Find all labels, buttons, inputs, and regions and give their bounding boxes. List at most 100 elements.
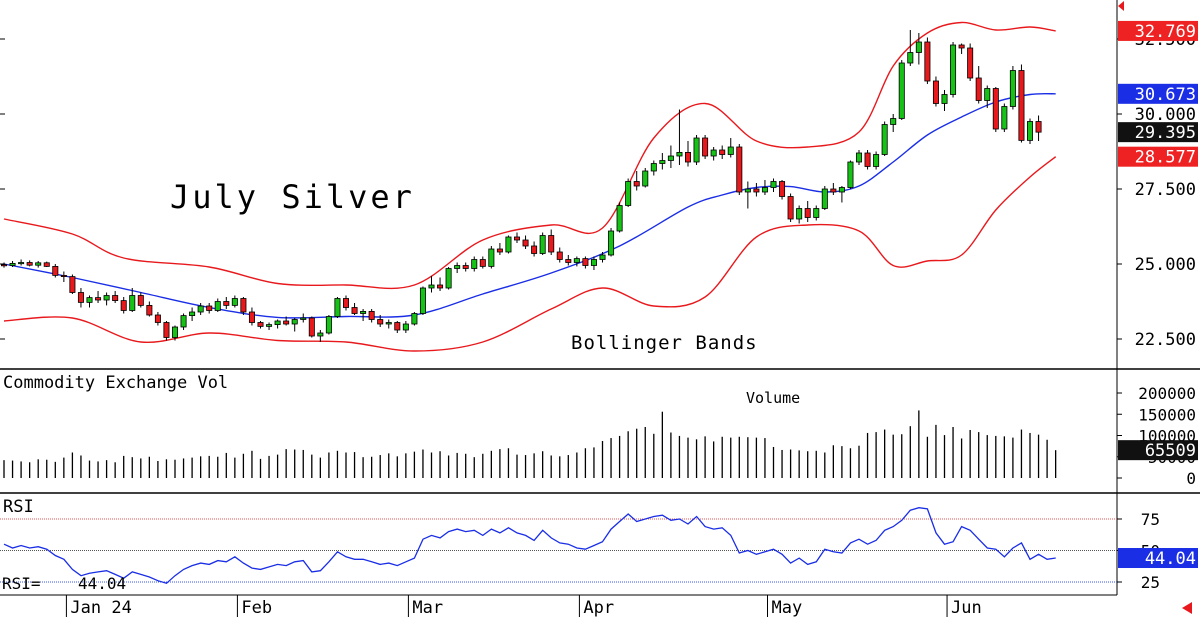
rsi-tick-label: 75: [1141, 510, 1160, 529]
candle: [941, 90, 948, 111]
candle-body: [608, 230, 615, 256]
volume-annotation: Volume: [746, 389, 800, 407]
volume-tick-label: 0: [1186, 469, 1196, 488]
candle: [950, 42, 957, 98]
candle-body: [180, 315, 187, 328]
candle: [43, 261, 50, 267]
candle-body: [248, 311, 255, 323]
price-tick-label: 25.000: [1135, 255, 1196, 275]
candle: [445, 267, 452, 290]
price-marker-label: 29.395: [1135, 123, 1196, 143]
candle-body: [402, 323, 409, 331]
candle-body: [240, 298, 247, 313]
candle: [830, 183, 837, 195]
candle: [864, 150, 871, 170]
candle-body: [496, 248, 503, 253]
candle: [958, 43, 965, 54]
candle: [1027, 118, 1034, 144]
candle-body: [360, 310, 367, 314]
volume-marker: 65509: [1118, 440, 1198, 461]
candle-body: [633, 181, 640, 187]
candle: [189, 307, 196, 321]
candle: [231, 295, 238, 308]
candle: [753, 183, 760, 197]
candle: [69, 274, 76, 294]
candle-body: [890, 118, 897, 125]
rsi-tick-label: 25: [1141, 573, 1160, 592]
candle-body: [736, 146, 743, 193]
candle: [402, 321, 409, 333]
candle: [95, 291, 102, 303]
candle: [967, 43, 974, 81]
candle: [86, 295, 93, 308]
candle-body: [137, 295, 144, 306]
candle: [26, 260, 33, 267]
candle: [847, 160, 854, 189]
candle: [291, 318, 298, 332]
candle-body: [676, 151, 683, 157]
volume-marker-bg: [1118, 440, 1198, 461]
candle-body: [685, 151, 692, 163]
candle: [52, 264, 59, 278]
candle-body: [958, 44, 965, 49]
candle: [770, 178, 777, 192]
candle-body: [154, 314, 161, 323]
price-marker-label: 28.577: [1135, 148, 1196, 168]
candle-body: [864, 152, 871, 167]
candle: [659, 153, 666, 170]
candle: [120, 297, 127, 314]
candle: [642, 168, 649, 188]
candle: [599, 252, 606, 263]
candle-body: [967, 47, 974, 79]
candle: [496, 243, 503, 255]
price-marker-bg: [1118, 83, 1198, 104]
rsi-line: [3, 507, 1056, 585]
candle-body: [479, 259, 486, 267]
candle: [505, 235, 512, 254]
candle-body: [744, 188, 751, 193]
candle: [377, 315, 384, 327]
candle: [266, 322, 273, 330]
candle: [317, 330, 324, 342]
candle-body: [368, 310, 375, 320]
candle: [650, 160, 657, 176]
candle-body: [565, 259, 572, 263]
bollinger-annotation: Bollinger Bands: [571, 332, 758, 354]
price-marker-bg: [1118, 20, 1198, 41]
candle-body: [257, 322, 264, 327]
candle-body: [197, 305, 204, 313]
price-marker-bg: [1118, 146, 1198, 167]
candle-body: [950, 44, 957, 95]
volume-panel-label: Commodity Exchange Vol: [3, 373, 228, 393]
month-label: Jun: [951, 598, 982, 617]
candle-body: [556, 251, 563, 260]
candle: [992, 87, 999, 132]
bollinger-lower-band: [3, 156, 1057, 352]
candle-body: [770, 181, 777, 188]
candle: [898, 60, 905, 120]
rsi-marker: 44.04: [1118, 548, 1198, 569]
candle: [462, 262, 469, 272]
price-marker-label: 30.673: [1135, 85, 1196, 105]
candle-body: [505, 236, 512, 253]
candle-body: [821, 188, 828, 209]
candle-body: [291, 319, 298, 325]
candle-body: [787, 196, 794, 220]
candle-body: [488, 248, 495, 267]
candle: [608, 228, 615, 257]
candle: [890, 114, 897, 132]
candle: [787, 193, 794, 222]
candle-body: [0, 264, 7, 267]
candle-body: [77, 292, 84, 303]
candle: [77, 288, 84, 308]
price-marker: 32.769: [1118, 20, 1198, 42]
candle-body: [625, 181, 632, 206]
price-tick-label: 30.000: [1135, 105, 1196, 125]
volume-tick-label: 200000: [1138, 384, 1196, 403]
chart-title: July Silver: [170, 178, 415, 216]
candle: [915, 33, 922, 65]
candle-body: [881, 124, 888, 155]
candle-body: [52, 265, 59, 276]
candle-body: [351, 307, 358, 314]
